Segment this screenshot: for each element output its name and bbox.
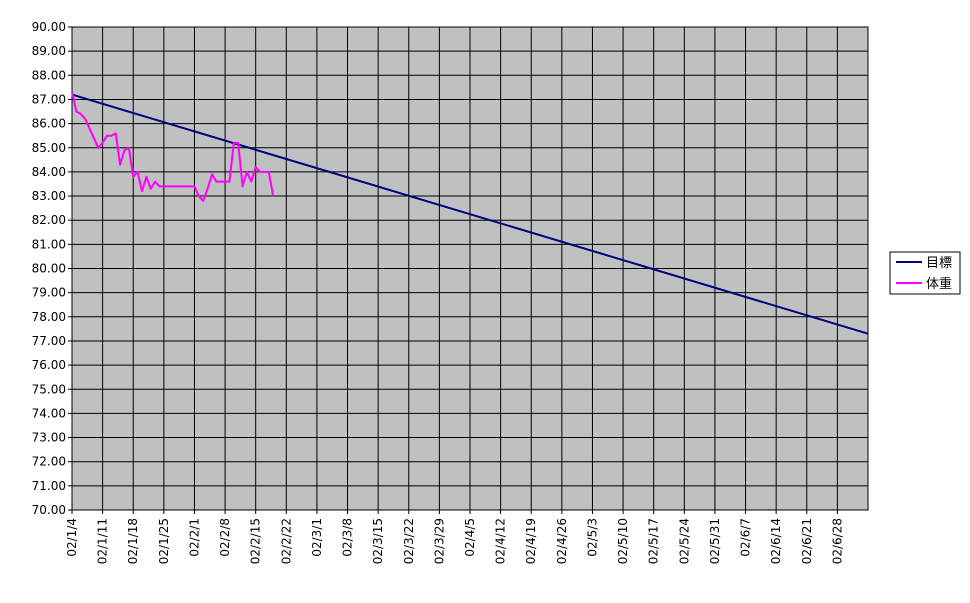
y-tick-label: 76.00 bbox=[32, 358, 66, 372]
x-tick-label: 02/5/31 bbox=[708, 518, 722, 564]
x-tick-label: 02/4/5 bbox=[463, 518, 477, 557]
legend: 目標 体重 bbox=[889, 251, 961, 295]
y-axis-ticks: 70.00 71.00 72.00 73.00 74.00 75.00 76.00 77.00… bbox=[32, 20, 72, 517]
x-tick-label: 02/2/22 bbox=[279, 518, 293, 564]
x-tick-label: 02/3/1 bbox=[310, 518, 324, 557]
x-tick-label: 02/1/11 bbox=[96, 518, 110, 564]
x-tick-label: 02/6/21 bbox=[800, 518, 814, 564]
x-tick-label: 02/3/15 bbox=[371, 518, 385, 564]
legend-label-weight: 体重 bbox=[926, 276, 952, 292]
y-tick-label: 90.00 bbox=[32, 20, 66, 34]
x-tick-label: 02/2/1 bbox=[187, 518, 201, 557]
y-tick-label: 78.00 bbox=[32, 310, 66, 324]
x-tick-label: 02/5/17 bbox=[647, 518, 661, 564]
x-tick-label: 02/1/18 bbox=[126, 518, 140, 564]
y-tick-label: 79.00 bbox=[32, 286, 66, 300]
y-tick-label: 74.00 bbox=[32, 406, 66, 420]
y-tick-label: 73.00 bbox=[32, 431, 66, 445]
x-tick-label: 02/1/4 bbox=[65, 518, 79, 557]
x-tick-label: 02/5/10 bbox=[616, 518, 630, 564]
x-tick-label: 02/5/3 bbox=[585, 518, 599, 557]
y-tick-label: 85.00 bbox=[32, 141, 66, 155]
y-tick-label: 84.00 bbox=[32, 165, 66, 179]
y-tick-label: 86.00 bbox=[32, 117, 66, 131]
x-tick-label: 02/5/24 bbox=[677, 518, 691, 564]
y-tick-label: 87.00 bbox=[32, 92, 66, 106]
y-tick-label: 77.00 bbox=[32, 334, 66, 348]
series-line-weight bbox=[71, 91, 275, 202]
x-tick-label: 02/3/29 bbox=[432, 518, 446, 564]
series-lines bbox=[71, 91, 869, 335]
x-tick-label: 02/3/22 bbox=[402, 518, 416, 564]
y-tick-label: 80.00 bbox=[32, 262, 66, 276]
x-tick-label: 02/2/15 bbox=[249, 518, 263, 564]
legend-box bbox=[889, 251, 961, 295]
x-tick-label: 02/1/25 bbox=[157, 518, 171, 564]
y-tick-label: 89.00 bbox=[32, 44, 66, 58]
y-tick-label: 72.00 bbox=[32, 455, 66, 469]
x-tick-label: 02/3/8 bbox=[341, 518, 355, 557]
x-tick-label: 02/2/8 bbox=[218, 518, 232, 557]
y-tick-label: 75.00 bbox=[32, 382, 66, 396]
x-axis-ticks: 02/1/4 02/1/11 02/1/18 02/1/25 02/2/1 02/2/8 0… bbox=[65, 510, 844, 564]
x-tick-label: 02/6/14 bbox=[769, 518, 783, 564]
series-line-target bbox=[71, 93, 869, 335]
y-tick-label: 88.00 bbox=[32, 68, 66, 82]
x-tick-label: 02/6/28 bbox=[830, 518, 844, 564]
x-tick-label: 02/4/19 bbox=[524, 518, 538, 564]
y-tick-label: 81.00 bbox=[32, 237, 66, 251]
x-tick-label: 02/6/7 bbox=[739, 518, 753, 557]
y-tick-label: 70.00 bbox=[32, 503, 66, 517]
y-tick-label: 71.00 bbox=[32, 479, 66, 493]
x-tick-label: 02/4/12 bbox=[494, 518, 508, 564]
x-tick-label: 02/4/26 bbox=[555, 518, 569, 564]
y-tick-label: 83.00 bbox=[32, 189, 66, 203]
legend-label-target: 目標 bbox=[926, 256, 952, 271]
y-tick-label: 82.00 bbox=[32, 213, 66, 227]
